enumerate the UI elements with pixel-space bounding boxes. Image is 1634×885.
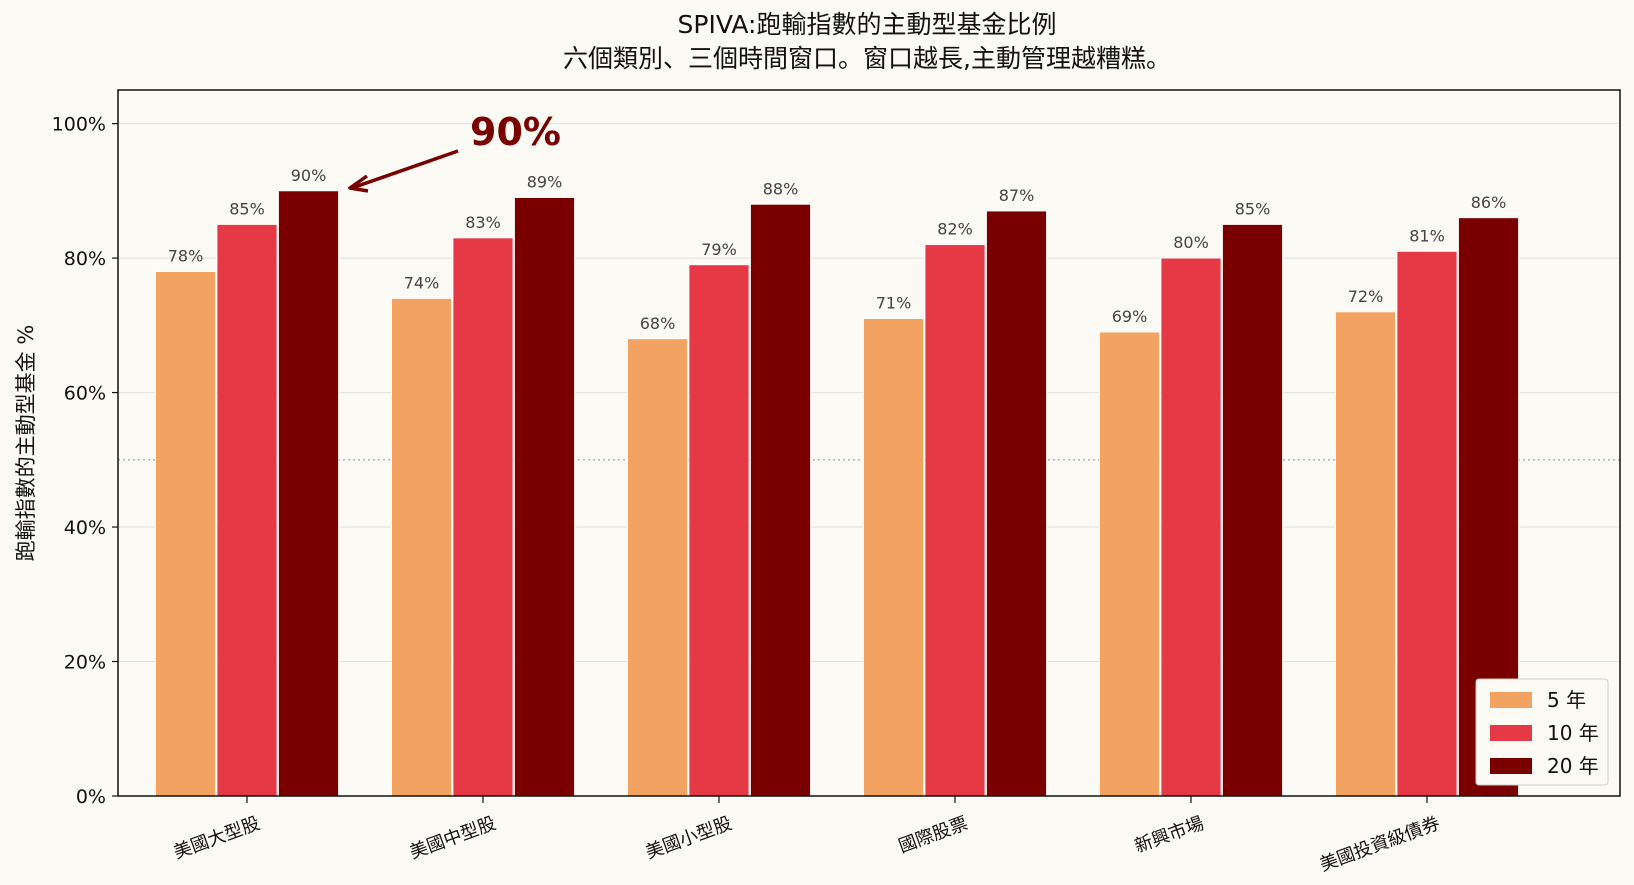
- bar-5年-6: [1335, 311, 1396, 797]
- legend-swatch-5年: [1490, 692, 1532, 708]
- bar-10年-6: [1396, 250, 1458, 797]
- data-labels: 78% 85% 90% 74% 83% 89% 68% 79% 88% 71% 82% 87% 69% 8…: [168, 166, 1507, 333]
- bar-20年-2: [514, 197, 575, 797]
- data-label: 85%: [1235, 199, 1271, 218]
- data-label: 69%: [1112, 307, 1148, 326]
- data-label: 90%: [291, 166, 327, 185]
- bar-5年-1: [155, 271, 216, 797]
- bar-10年-3: [688, 264, 750, 797]
- data-label: 80%: [1173, 233, 1209, 252]
- bar-10年-4: [924, 244, 986, 797]
- data-label: 74%: [404, 273, 440, 292]
- data-label: 72%: [1348, 287, 1384, 306]
- data-label: 71%: [876, 294, 912, 313]
- legend-swatch-10年: [1490, 725, 1532, 741]
- y-tick-label: 60%: [64, 383, 106, 405]
- y-tick-label: 80%: [64, 248, 106, 270]
- data-label: 82%: [937, 220, 973, 239]
- bar-5年-4: [863, 318, 924, 797]
- x-tick-label: 美國小型股: [643, 813, 735, 864]
- data-label: 81%: [1409, 226, 1445, 245]
- bar-20年-5: [1222, 224, 1283, 797]
- bar-10年-5: [1160, 257, 1222, 797]
- plot-frame: [117, 89, 1621, 797]
- bar-20年-4: [986, 210, 1047, 797]
- bar-10年-2: [452, 237, 514, 797]
- y-tick-label: 0%: [76, 786, 106, 808]
- annotation-arrow: [351, 149, 459, 190]
- bar-10年-1: [216, 224, 278, 797]
- data-label: 78%: [168, 247, 204, 266]
- bar-20年-3: [750, 203, 811, 797]
- x-tick-label: 美國中型股: [407, 813, 499, 864]
- annotation-arrowhead: [348, 174, 369, 193]
- legend: 5 年 10 年 20 年: [1475, 678, 1609, 786]
- data-label: 68%: [640, 314, 676, 333]
- x-tick-label: 美國投資級債券: [1317, 813, 1443, 876]
- bar-20年-1: [278, 190, 339, 797]
- bars: [155, 190, 1519, 797]
- chart-subtitle: 六個類別、三個時間窗口。窗口越長,主動管理越糟糕。: [563, 44, 1171, 73]
- x-tick-label: 新興市場: [1132, 813, 1207, 857]
- y-tick-label: 40%: [64, 517, 106, 539]
- data-label: 79%: [701, 240, 737, 259]
- bar-5年-3: [627, 338, 688, 797]
- x-tick-label: 美國大型股: [171, 813, 263, 864]
- y-axis-label: 跑輸指數的主動型基金 %: [14, 325, 38, 562]
- y-tick-label: 20%: [64, 652, 106, 674]
- data-label: 89%: [527, 173, 563, 192]
- data-label: 83%: [465, 213, 501, 232]
- legend-label: 20 年: [1547, 754, 1599, 778]
- data-label: 88%: [763, 179, 799, 198]
- bar-5年-2: [391, 298, 452, 797]
- data-label: 85%: [229, 199, 265, 218]
- y-axis-ticks: 0% 20% 40% 60% 80% 100%: [52, 114, 118, 808]
- bar-5年-5: [1099, 331, 1160, 797]
- y-tick-label: 100%: [52, 114, 106, 136]
- data-label: 86%: [1471, 193, 1507, 212]
- x-tick-label: 國際股票: [896, 813, 971, 857]
- chart-title: SPIVA:跑輸指數的主動型基金比例: [678, 10, 1057, 39]
- annotation-text: 90%: [470, 110, 561, 154]
- legend-swatch-20年: [1490, 758, 1532, 774]
- x-axis-ticks: 美國大型股 美國中型股 美國小型股 國際股票 新興市場 美國投資級債券: [171, 796, 1443, 876]
- annotation: 90%: [348, 110, 561, 193]
- legend-label: 10 年: [1547, 721, 1599, 745]
- legend-label: 5 年: [1547, 688, 1586, 712]
- data-label: 87%: [999, 186, 1035, 205]
